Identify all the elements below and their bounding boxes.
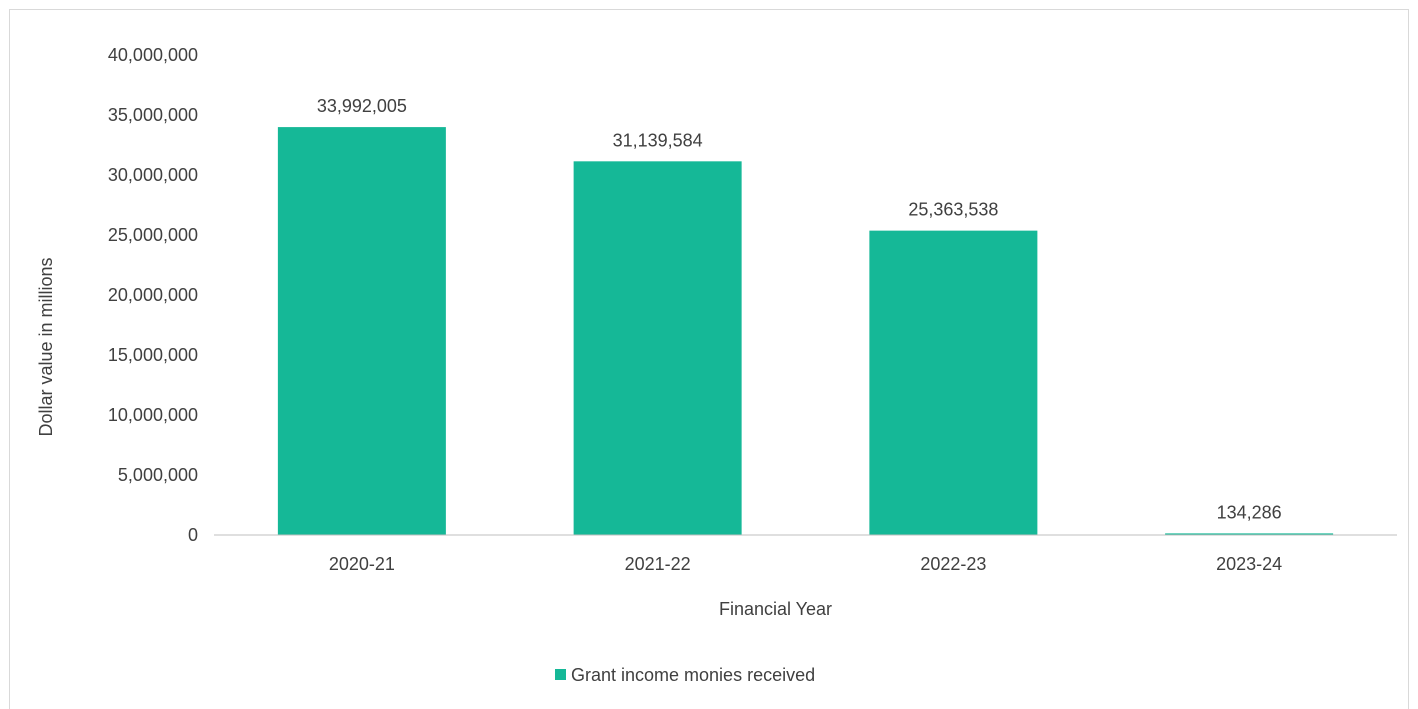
legend-swatch bbox=[555, 669, 566, 680]
y-tick-label: 20,000,000 bbox=[108, 285, 198, 305]
data-label: 31,139,584 bbox=[613, 130, 703, 150]
bar bbox=[1165, 533, 1334, 535]
bar bbox=[869, 230, 1038, 535]
x-tick-label: 2021-22 bbox=[625, 554, 691, 574]
y-tick-label: 10,000,000 bbox=[108, 405, 198, 425]
y-tick-label: 40,000,000 bbox=[108, 45, 198, 65]
y-tick-label: 5,000,000 bbox=[118, 465, 198, 485]
y-tick-label: 25,000,000 bbox=[108, 225, 198, 245]
legend: Grant income monies received bbox=[555, 665, 815, 685]
y-tick-label: 0 bbox=[188, 525, 198, 545]
data-labels: 33,992,005 31,139,584 25,363,538 134,286 bbox=[317, 96, 1282, 522]
y-axis-title: Dollar value in millions bbox=[36, 257, 56, 436]
bar bbox=[573, 161, 742, 535]
y-tick-label: 15,000,000 bbox=[108, 345, 198, 365]
legend-label: Grant income monies received bbox=[571, 665, 815, 685]
x-tick-label: 2023-24 bbox=[1216, 554, 1282, 574]
y-axis-ticks: 0 5,000,000 10,000,000 15,000,000 20,000,000… bbox=[108, 45, 198, 545]
bars bbox=[277, 127, 1334, 535]
data-label: 25,363,538 bbox=[908, 200, 998, 220]
y-tick-label: 30,000,000 bbox=[108, 165, 198, 185]
x-tick-label: 2022-23 bbox=[920, 554, 986, 574]
x-axis-title: Financial Year bbox=[719, 599, 832, 619]
data-label: 134,286 bbox=[1217, 502, 1282, 522]
data-label: 33,992,005 bbox=[317, 96, 407, 116]
x-tick-label: 2020-21 bbox=[329, 554, 395, 574]
x-axis-ticks: 2020-21 2021-22 2022-23 2023-24 bbox=[329, 554, 1282, 574]
y-tick-label: 35,000,000 bbox=[108, 105, 198, 125]
bar bbox=[277, 127, 446, 535]
